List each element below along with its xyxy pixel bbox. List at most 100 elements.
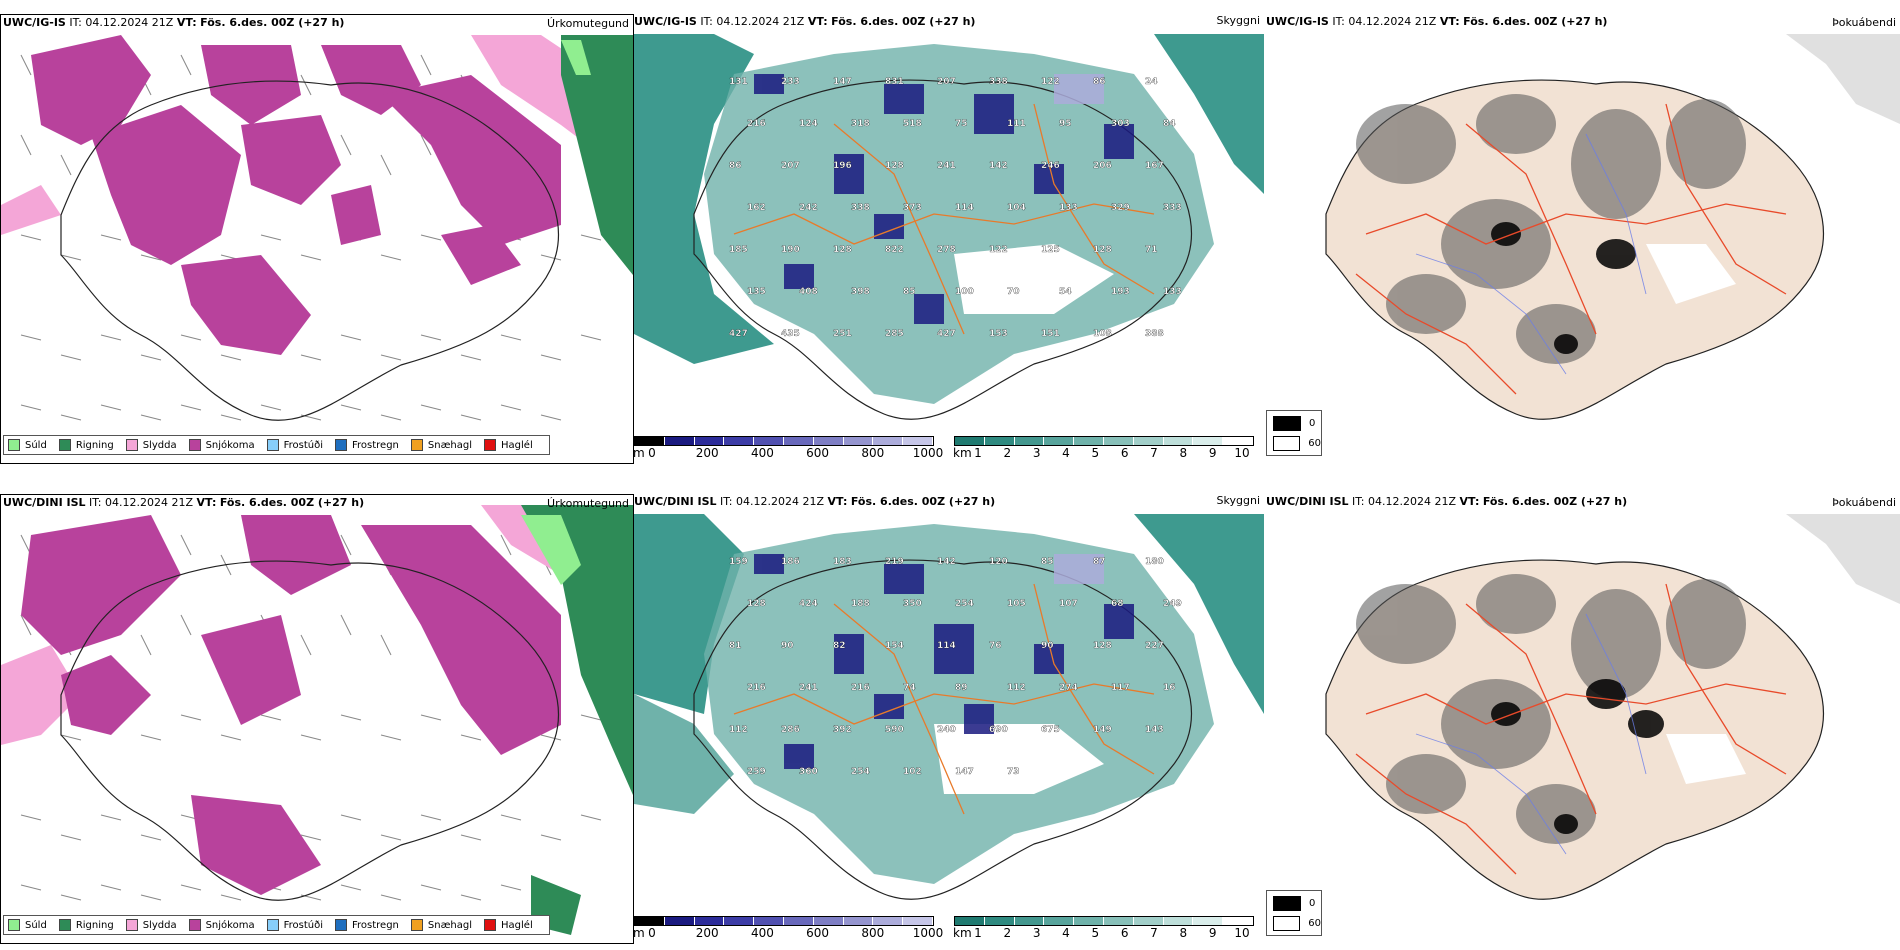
it-value: 04.12.2024 21Z (736, 495, 825, 508)
visibility-colorbar-top: 1 2 3 4 5 6 7 8 9 10 km (953, 436, 1254, 460)
cloud-base-label: 90 (1041, 641, 1054, 651)
cloud-base-label: 303 (1111, 119, 1130, 129)
legend-swatch (335, 439, 347, 451)
cloud-base-label: 84 (1163, 119, 1176, 129)
cloud-base-label: 233 (781, 77, 800, 87)
legend-swatch (125, 439, 138, 451)
cloud-base-label: 259 (747, 767, 766, 777)
visibility-swatches (954, 916, 1254, 926)
legend-item: Rigning (58, 919, 114, 931)
colorbar-tick: 1000 (912, 926, 944, 940)
colorbar-swatch (1193, 437, 1224, 445)
cloud-base-label: 831 (885, 77, 904, 87)
vt-label: VT: (1459, 495, 1480, 508)
cloud-base-label: 242 (799, 203, 818, 213)
cloud-base-unit: m (633, 926, 645, 940)
colorbar-swatch (1223, 917, 1253, 925)
visibility-panel-top: 131 233 147 831 207 338 122 86 24 216 124 318 518 75 1… (633, 14, 1264, 469)
colorbar-swatch (955, 437, 985, 445)
row-bottom: UWC/DINI ISL IT: 04.12.2024 21Z VT: Fös.… (0, 480, 1900, 950)
cloud-base-label: 128 (1093, 245, 1112, 255)
legend-label: Snæhagl (427, 439, 473, 451)
cloud-base-label: 120 (989, 557, 1008, 567)
vt-label: VT: (1439, 15, 1460, 28)
cloud-base-label: 822 (885, 245, 904, 255)
cloud-base-label: 122 (989, 245, 1008, 255)
model-name: UWC/DINI ISL (1266, 495, 1349, 508)
cloud-base-colorbar-bottom: 0 200 400 600 800 1000 m (633, 916, 943, 940)
precip-header-bottom: UWC/DINI ISL IT: 04.12.2024 21Z VT: Fös.… (3, 496, 364, 509)
colorbar-tick: 0 (648, 446, 656, 460)
colorbar-swatch (1103, 917, 1134, 925)
legend-label: Snjókoma (205, 919, 255, 931)
it-label: IT: (720, 495, 733, 508)
legend-swatch (58, 439, 71, 451)
cloud-base-label: 54 (1059, 287, 1072, 297)
fog-legend-top: 0 60 (1266, 410, 1322, 456)
colorbar-swatch (783, 917, 814, 925)
colorbar-swatch (1133, 917, 1164, 925)
legend-item: Frostregn (335, 439, 399, 451)
legend-label: Frostregn (352, 439, 399, 451)
cloud-base-label: 128 (833, 245, 852, 255)
fog-legend-row: 60 (1273, 916, 1321, 931)
legend-item: Snæhagl (410, 439, 473, 451)
colorbar-swatch (754, 437, 784, 445)
cloud-base-label: 100 (955, 287, 974, 297)
cloud-base-label: 86 (729, 161, 742, 171)
fog-legend-swatch (1273, 916, 1301, 931)
cloud-base-label: 147 (833, 77, 852, 87)
cloud-base-label: 207 (781, 161, 800, 171)
cloud-base-label: 71 (1145, 245, 1158, 255)
cloud-base-label: 128 (885, 161, 904, 171)
visibility-map-bottom: 159 186 183 219 142 120 85 87 180 128 424 188 350 254… (634, 494, 1264, 914)
cloud-base-label: 216 (747, 119, 766, 129)
cloud-base-label: 392 (833, 725, 852, 735)
visibility-colorbar-bottom: 1 2 3 4 5 6 7 8 9 10 km (953, 916, 1254, 940)
cloud-base-label: 590 (885, 725, 904, 735)
cloud-base-label: 82 (833, 641, 846, 651)
fog-map-bottom (1266, 494, 1900, 914)
cloud-base-label: 85 (1041, 557, 1054, 567)
it-label: IT: (89, 496, 102, 509)
it-label: IT: (69, 16, 82, 29)
it-value: 04.12.2024 21Z (1348, 15, 1437, 28)
cloud-base-label: 117 (1111, 683, 1130, 693)
colorbar-tick: 600 (806, 926, 830, 940)
vt-value: Fös. 6.des. 00Z (+27 h) (1482, 495, 1628, 508)
precip-legend-top: Súld Rigning Slydda Snjókoma Frostúði Frostre… (3, 435, 550, 455)
cloud-base-label: 274 (1059, 683, 1078, 693)
cloud-base-label: 373 (903, 203, 922, 213)
cloud-base-label: 142 (989, 161, 1008, 171)
colorbar-swatch (724, 917, 755, 925)
colorbar-swatch (1074, 917, 1104, 925)
colorbar-tick: 200 (695, 446, 719, 460)
cloud-base-label: 102 (903, 767, 922, 777)
fog-legend-swatch (1273, 436, 1301, 451)
cloud-base-label: 190 (781, 245, 800, 255)
colorbar-swatch (1074, 437, 1104, 445)
colorbar-tick: 800 (861, 926, 885, 940)
cloud-base-label: 75 (955, 119, 968, 129)
cloud-base-label: 246 (1041, 161, 1060, 171)
visibility-panel-bottom: 159 186 183 219 142 120 85 87 180 128 424 188 350 254… (633, 494, 1264, 949)
cloud-base-label: 167 (1145, 161, 1164, 171)
cloud-base-label: 254 (955, 599, 974, 609)
cloud-base-label: 338 (851, 203, 870, 213)
cloud-base-label: 360 (799, 767, 818, 777)
cloud-base-label: 131 (729, 77, 748, 87)
cloud-base-label: 518 (903, 119, 922, 129)
legend-item: Snjókoma (188, 439, 255, 451)
colorbar-tick: 5 (1091, 926, 1100, 940)
fog-header-bottom: UWC/DINI ISL IT: 04.12.2024 21Z VT: Fös.… (1266, 495, 1627, 508)
colorbar-tick: 4 (1062, 926, 1070, 940)
vt-label: VT: (196, 496, 217, 509)
colorbar-swatch (694, 437, 725, 445)
cloud-base-label: 241 (799, 683, 818, 693)
cloud-base-label: 240 (937, 725, 956, 735)
cloud-base-label: 427 (729, 329, 748, 339)
cloud-base-label: 219 (885, 557, 904, 567)
colorbar-tick: 6 (1120, 926, 1129, 940)
colorbar-tick: 200 (695, 926, 719, 940)
legend-swatch (266, 919, 279, 931)
